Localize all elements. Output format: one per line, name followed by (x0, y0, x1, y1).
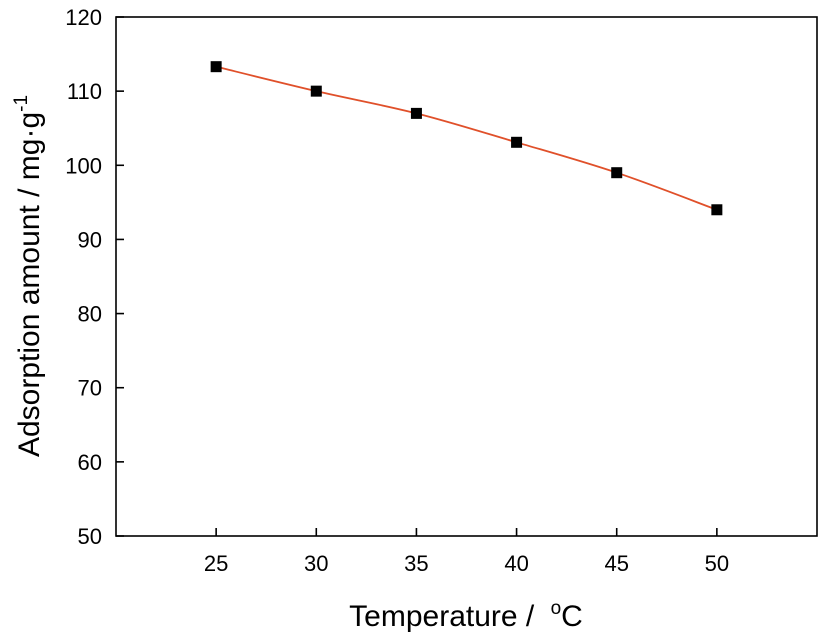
x-axis-unit-c: C (561, 600, 583, 633)
y-tick-label: 100 (65, 153, 102, 178)
x-axis-ticks: 25 30 35 40 45 50 (204, 528, 729, 576)
data-point-marker (210, 61, 222, 73)
x-tick-label: 50 (705, 551, 729, 576)
y-tick-label: 70 (78, 376, 102, 401)
y-tick-label: 110 (67, 79, 102, 104)
y-axis-title-superscript: -1 (11, 95, 32, 112)
plot-frame (115, 16, 818, 537)
y-tick-label: 60 (78, 450, 102, 475)
series-line (215, 65, 718, 211)
x-axis-unit-degree: o (551, 598, 562, 619)
y-axis-title-text: Adsorption amount / mg·g (13, 112, 46, 457)
x-tick-label: 40 (504, 551, 528, 576)
x-axis-title: Temperature / oC (349, 598, 583, 633)
x-tick-label: 45 (604, 551, 628, 576)
x-tick-label: 30 (304, 551, 328, 576)
data-point-marker (511, 136, 523, 148)
series-layer (210, 61, 723, 216)
y-tick-label: 120 (65, 5, 102, 30)
data-point-marker (711, 204, 723, 216)
y-tick-label: 50 (78, 524, 102, 549)
data-point-marker (410, 107, 422, 119)
y-axis-ticks: 50 60 70 80 90 100 110 120 (65, 5, 124, 549)
y-axis-title: Adsorption amount / mg·g-1 (11, 95, 46, 457)
x-tick-label: 25 (204, 551, 228, 576)
data-point-marker (611, 167, 623, 179)
y-tick-label: 80 (78, 302, 102, 327)
data-point-marker (310, 85, 322, 97)
x-tick-label: 35 (404, 551, 428, 576)
x-axis-title-text: Temperature / (349, 600, 535, 633)
y-tick-label: 90 (78, 227, 102, 252)
